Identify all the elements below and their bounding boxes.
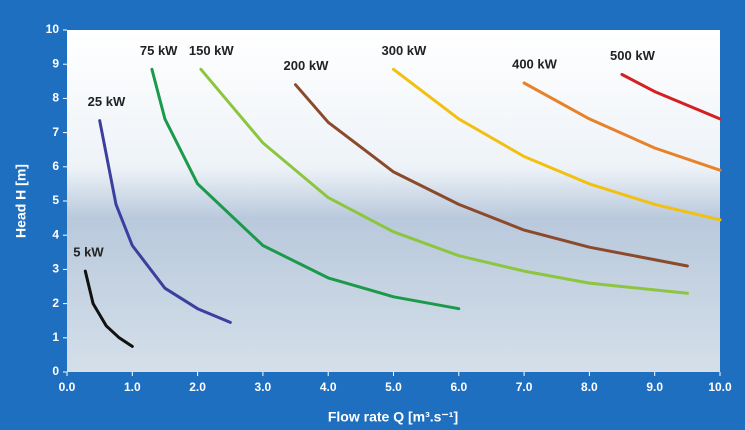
y-tick-label: 6 (52, 159, 59, 173)
x-tick-label: 4.0 (320, 380, 337, 394)
y-tick-label: 4 (52, 227, 59, 241)
curve-label: 500 kW (610, 48, 656, 63)
x-tick-label: 1.0 (124, 380, 141, 394)
x-tick-label: 2.0 (189, 380, 206, 394)
curve-label: 200 kW (284, 58, 330, 73)
y-tick-label: 9 (52, 56, 59, 70)
x-tick-label: 6.0 (450, 380, 467, 394)
curve-label: 400 kW (512, 56, 558, 71)
x-tick-label: 10.0 (708, 380, 732, 394)
curve-label: 75 kW (140, 43, 178, 58)
curve-label: 25 kW (88, 94, 126, 109)
plot-area (67, 30, 720, 372)
chart: Flow rate Q [m³.s⁻¹] Head H [m] 0 1 2 3 4 5 6 7… (0, 0, 745, 430)
x-tick-label: 5.0 (385, 380, 402, 394)
x-tick-label: 9.0 (646, 380, 663, 394)
x-axis-title: Flow rate Q [m³.s⁻¹] (328, 409, 458, 425)
y-tick-label: 3 (52, 262, 59, 276)
y-tick-label: 7 (52, 125, 59, 139)
curve-label: 5 kW (73, 245, 104, 260)
y-axis-title: Head H [m] (13, 164, 29, 238)
y-tick-label: 0 (52, 364, 59, 378)
x-tick-label: 7.0 (516, 380, 533, 394)
curve-label: 300 kW (382, 43, 428, 58)
x-tick-label: 0.0 (59, 380, 76, 394)
x-tick-label: 8.0 (581, 380, 598, 394)
y-tick-label: 10 (46, 22, 60, 36)
curve-label: 150 kW (189, 43, 235, 58)
y-tick-label: 1 (52, 330, 59, 344)
y-tick-label: 2 (52, 296, 59, 310)
y-tick-label: 8 (52, 91, 59, 105)
y-tick-label: 5 (52, 193, 59, 207)
x-tick-label: 3.0 (255, 380, 272, 394)
